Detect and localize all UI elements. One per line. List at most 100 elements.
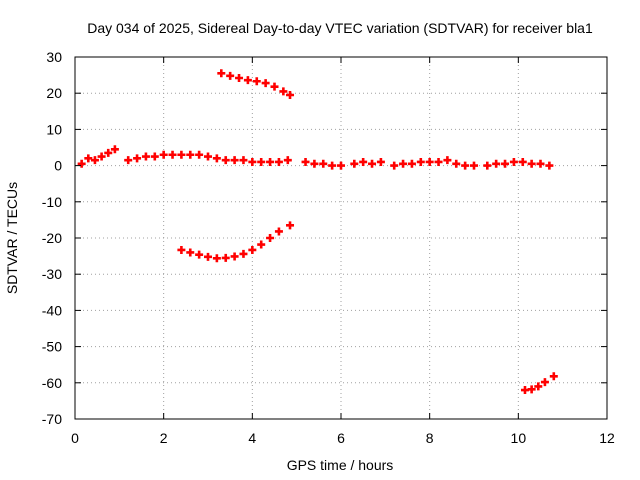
data-point bbox=[301, 157, 310, 166]
data-point bbox=[239, 249, 248, 258]
data-point bbox=[359, 157, 368, 166]
data-point bbox=[235, 73, 244, 82]
data-point bbox=[186, 150, 195, 159]
data-point bbox=[286, 221, 295, 230]
data-point bbox=[195, 150, 204, 159]
data-point bbox=[274, 157, 283, 166]
y-tick-label: 30 bbox=[46, 49, 62, 65]
x-tick-label: 8 bbox=[426, 430, 434, 446]
data-point bbox=[407, 159, 416, 168]
axis-ticks bbox=[74, 56, 608, 420]
data-point bbox=[274, 227, 283, 236]
data-point bbox=[416, 157, 425, 166]
y-tick-label: -20 bbox=[42, 230, 62, 246]
data-point bbox=[177, 245, 186, 254]
data-point bbox=[110, 145, 119, 154]
data-point bbox=[204, 252, 212, 261]
series-1 bbox=[77, 145, 554, 170]
data-point bbox=[390, 161, 399, 170]
grid-lines bbox=[75, 57, 607, 419]
y-tick-label: -10 bbox=[42, 194, 62, 210]
y-tick-label: -50 bbox=[42, 339, 62, 355]
y-tick-label: -70 bbox=[42, 411, 62, 427]
x-tick-label: 4 bbox=[248, 430, 256, 446]
data-point bbox=[90, 156, 99, 165]
y-tick-label: 10 bbox=[46, 121, 62, 137]
data-point bbox=[212, 254, 221, 263]
data-point bbox=[545, 161, 554, 170]
chart-title: Day 034 of 2025, Sidereal Day-to-day VTE… bbox=[87, 20, 593, 36]
y-tick-label: -30 bbox=[42, 266, 62, 282]
x-tick-label: 12 bbox=[599, 430, 615, 446]
data-point bbox=[226, 71, 235, 80]
data-point bbox=[368, 159, 377, 168]
data-point bbox=[261, 79, 270, 88]
data-point bbox=[168, 150, 177, 159]
data-point bbox=[252, 77, 261, 86]
data-point bbox=[124, 156, 133, 165]
data-point bbox=[536, 159, 545, 168]
data-point bbox=[518, 157, 527, 166]
x-tick-label: 2 bbox=[160, 430, 168, 446]
data-point bbox=[443, 156, 452, 165]
y-tick-label: 20 bbox=[46, 85, 62, 101]
data-point bbox=[452, 159, 461, 168]
data-point bbox=[509, 157, 518, 166]
series-4 bbox=[520, 372, 558, 395]
data-point bbox=[204, 152, 212, 161]
data-point bbox=[266, 234, 275, 242]
data-point bbox=[133, 154, 142, 163]
data-point bbox=[248, 157, 257, 166]
data-point bbox=[84, 154, 93, 163]
data-point bbox=[337, 161, 345, 170]
data-point bbox=[266, 157, 275, 166]
x-axis-label: GPS time / hours bbox=[287, 457, 394, 473]
data-point bbox=[483, 161, 492, 170]
x-tick-label: 6 bbox=[337, 430, 345, 446]
y-tick-label: -60 bbox=[42, 375, 62, 391]
data-point bbox=[186, 248, 195, 257]
y-tick-label: 0 bbox=[54, 158, 62, 174]
data-point bbox=[279, 87, 288, 96]
data-point bbox=[141, 152, 150, 161]
data-point bbox=[150, 152, 159, 161]
data-point bbox=[221, 156, 230, 165]
data-point bbox=[328, 161, 337, 170]
y-tick-labels: -70 -60 -50 -40 -30 -20 -10 0 10 20 30 bbox=[42, 49, 62, 427]
y-axis-label: SDTVAR / TECUs bbox=[4, 182, 20, 294]
data-point bbox=[310, 159, 319, 168]
data-point bbox=[283, 156, 292, 165]
data-point bbox=[243, 76, 252, 85]
data-point bbox=[376, 157, 385, 166]
data-point bbox=[399, 159, 408, 168]
data-point bbox=[319, 159, 328, 168]
data-point bbox=[104, 148, 113, 157]
data-point bbox=[230, 156, 239, 165]
data-series bbox=[77, 69, 558, 395]
x-tick-label: 10 bbox=[511, 430, 527, 446]
data-point bbox=[540, 378, 549, 387]
data-point bbox=[195, 250, 204, 259]
data-point bbox=[534, 382, 543, 391]
y-tick-label: -40 bbox=[42, 302, 62, 318]
data-point bbox=[527, 385, 536, 394]
data-point bbox=[239, 156, 248, 165]
data-point bbox=[501, 159, 510, 168]
series-3 bbox=[177, 221, 295, 263]
data-point bbox=[425, 157, 434, 166]
data-point bbox=[270, 82, 279, 91]
data-point bbox=[492, 159, 501, 168]
data-point bbox=[77, 159, 86, 168]
data-point bbox=[221, 253, 230, 262]
data-point bbox=[257, 240, 266, 249]
data-point bbox=[434, 157, 443, 166]
data-point bbox=[159, 150, 168, 159]
data-point bbox=[177, 150, 186, 159]
data-point bbox=[527, 159, 536, 168]
data-point bbox=[461, 161, 470, 170]
data-point bbox=[350, 159, 359, 168]
data-point bbox=[217, 69, 226, 78]
x-tick-labels: 0 2 4 6 8 10 12 bbox=[71, 430, 615, 446]
x-tick-label: 0 bbox=[71, 430, 79, 446]
